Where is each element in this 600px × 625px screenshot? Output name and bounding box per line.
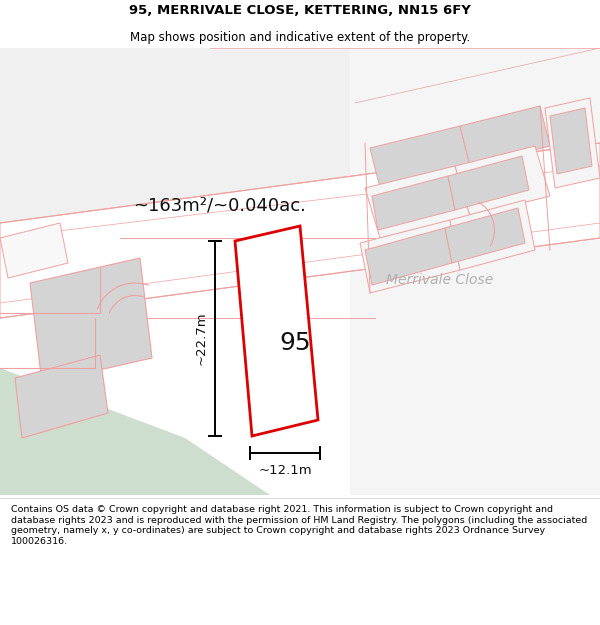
Text: ~163m²/~0.040ac.: ~163m²/~0.040ac. — [134, 197, 307, 215]
Polygon shape — [30, 258, 152, 383]
Polygon shape — [370, 126, 470, 188]
Text: ~22.7m: ~22.7m — [194, 312, 208, 365]
Polygon shape — [235, 226, 318, 436]
Polygon shape — [372, 176, 455, 230]
Polygon shape — [365, 166, 470, 238]
Polygon shape — [0, 368, 270, 495]
Text: Map shows position and indicative extent of the property.: Map shows position and indicative extent… — [130, 31, 470, 44]
Polygon shape — [450, 200, 535, 270]
Polygon shape — [360, 220, 460, 293]
Polygon shape — [0, 48, 600, 223]
Polygon shape — [15, 355, 108, 438]
Polygon shape — [545, 98, 600, 188]
Polygon shape — [550, 108, 592, 174]
Polygon shape — [365, 228, 452, 285]
Polygon shape — [448, 156, 529, 210]
Polygon shape — [0, 223, 68, 278]
Text: 95: 95 — [279, 331, 311, 355]
Polygon shape — [0, 143, 600, 318]
Polygon shape — [445, 208, 525, 263]
Text: ~12.1m: ~12.1m — [258, 464, 312, 478]
Text: Contains OS data © Crown copyright and database right 2021. This information is : Contains OS data © Crown copyright and d… — [11, 506, 587, 546]
Polygon shape — [460, 106, 550, 166]
Polygon shape — [350, 48, 600, 495]
Text: 95, MERRIVALE CLOSE, KETTERING, NN15 6FY: 95, MERRIVALE CLOSE, KETTERING, NN15 6FY — [129, 4, 471, 17]
Text: Merrivale Close: Merrivale Close — [386, 273, 494, 287]
Polygon shape — [455, 146, 550, 216]
